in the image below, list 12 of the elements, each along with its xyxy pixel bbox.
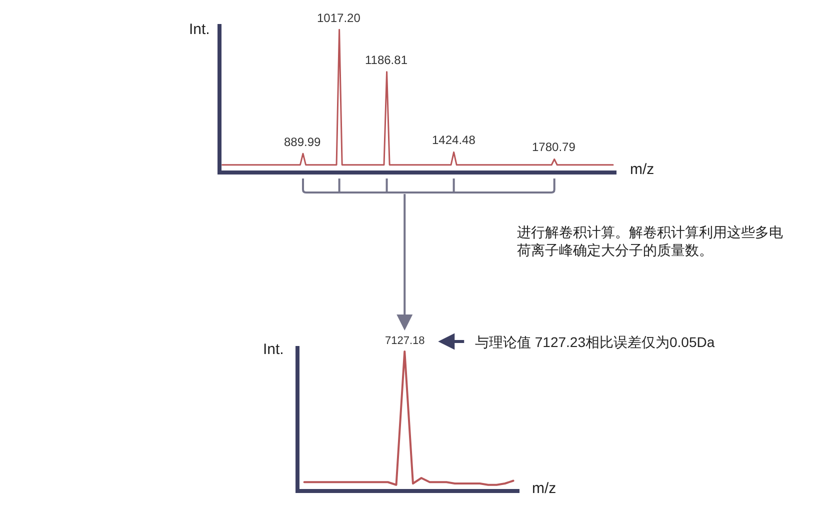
annotation: 1017.20 [317,11,361,25]
annotation: 889.99 [284,135,322,149]
x-axis-title: m/z [630,161,654,178]
y-axis-title: Int. [263,341,284,358]
annotation: 1186.81 [365,53,408,67]
x-axis-title: m/z [532,480,556,497]
text: 与理论值 7127.23相比误差仅为0.05Da [475,334,715,350]
y-axis-title: Int. [189,21,210,38]
annotation: 7127.18 [385,335,425,347]
text: 进行解卷积计算。解卷积计算利用这些多电荷离子峰确定大分子的质量数。 [517,224,783,258]
annotation: 1780.79 [532,140,576,154]
annotation: 1424.48 [432,133,476,147]
